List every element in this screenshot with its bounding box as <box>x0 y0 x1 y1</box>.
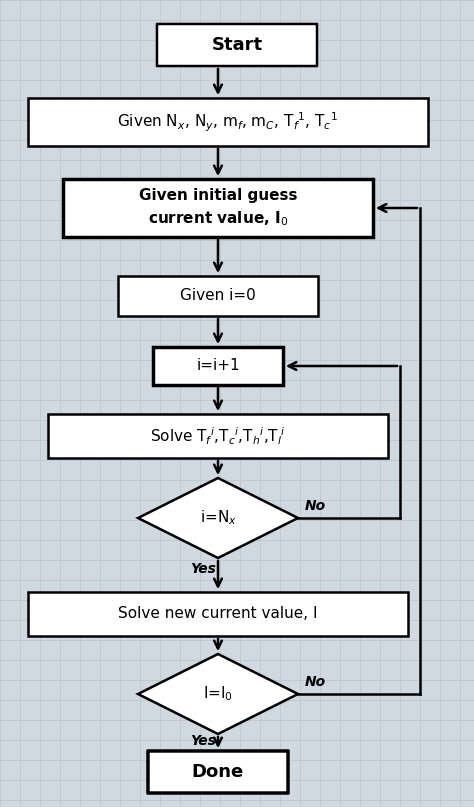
FancyBboxPatch shape <box>157 24 317 66</box>
Text: Given initial guess
current value, I$_0$: Given initial guess current value, I$_0$ <box>139 188 297 228</box>
Text: Done: Done <box>192 763 244 781</box>
FancyBboxPatch shape <box>28 592 408 636</box>
Text: Given i=0: Given i=0 <box>180 288 256 303</box>
Polygon shape <box>138 478 298 558</box>
Text: Start: Start <box>211 36 263 54</box>
Text: i=N$_x$: i=N$_x$ <box>200 508 237 527</box>
Text: No: No <box>305 675 326 689</box>
Text: Solve new current value, I: Solve new current value, I <box>118 607 318 621</box>
FancyBboxPatch shape <box>153 347 283 385</box>
FancyBboxPatch shape <box>148 751 288 793</box>
FancyBboxPatch shape <box>118 276 318 316</box>
Text: No: No <box>305 499 326 513</box>
Text: Solve T$_f$$^i$,T$_c$$^i$,T$_h$$^i$,T$_l$$^i$: Solve T$_f$$^i$,T$_c$$^i$,T$_h$$^i$,T$_l… <box>150 425 286 447</box>
FancyBboxPatch shape <box>48 414 388 458</box>
Text: Given N$_x$, N$_y$, m$_f$, m$_C$, T$_f$$^1$, T$_c$$^1$: Given N$_x$, N$_y$, m$_f$, m$_C$, T$_f$$… <box>118 111 338 134</box>
FancyBboxPatch shape <box>63 179 373 237</box>
Text: i=i+1: i=i+1 <box>196 358 240 374</box>
Polygon shape <box>138 654 298 734</box>
Text: Yes: Yes <box>190 734 216 748</box>
Text: Yes: Yes <box>190 562 216 576</box>
FancyBboxPatch shape <box>28 98 428 146</box>
Text: I=I$_0$: I=I$_0$ <box>203 684 233 704</box>
